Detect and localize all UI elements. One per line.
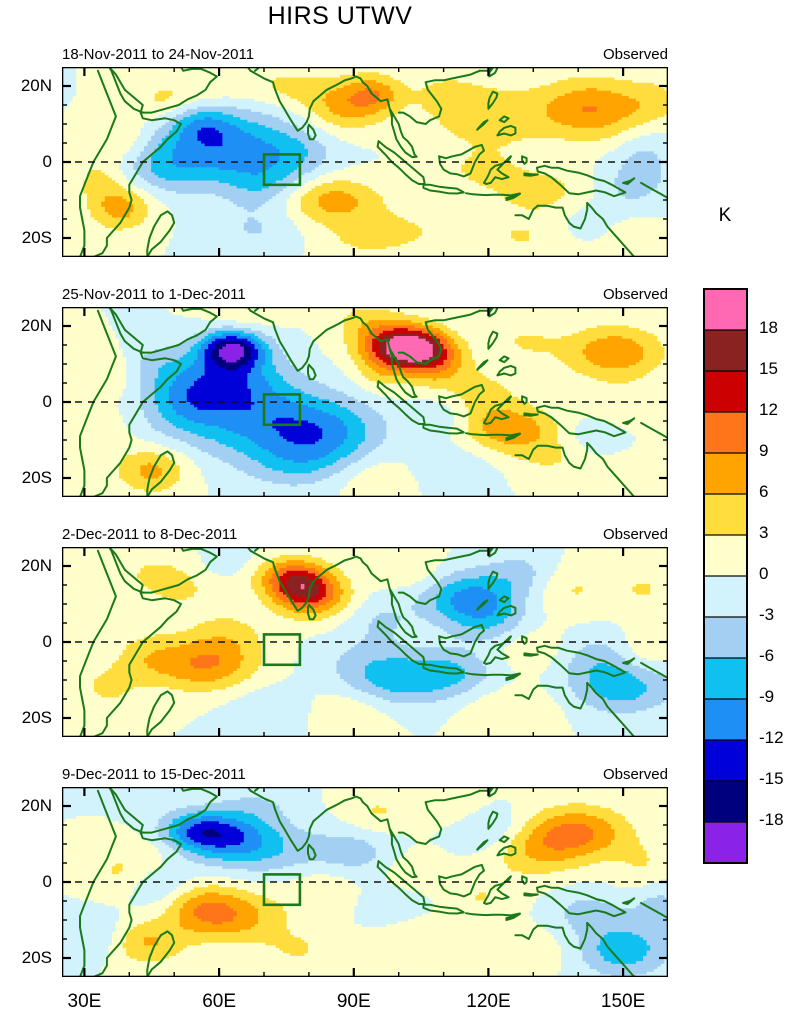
y-axis-label-0-panel3: 0 (42, 632, 52, 651)
colorbar-swatch-yellow (703, 493, 748, 537)
colorbar-tick--15: -15 (759, 769, 784, 788)
study-region-box (262, 873, 302, 907)
map-panel-2: 25-Nov-2011 to 1-Dec-2011 Observed (62, 286, 668, 497)
colorbar-swatch-pink (703, 288, 748, 332)
colorbar-swatch-orange-dark (703, 411, 748, 455)
map-panel-1: 18-Nov-2011 to 24-Nov-2011 Observed (62, 46, 668, 257)
coastlines (79, 547, 668, 737)
colorbar-swatch-dark-red (703, 329, 748, 373)
x-axis-label-150e: 150E (600, 991, 646, 1012)
colorbar-tick--18: -18 (759, 810, 784, 829)
anomaly-field (62, 67, 668, 257)
anomaly-field (62, 307, 668, 497)
colorbar-swatch-cyan (703, 657, 748, 701)
y-axis-label-20n-panel1: 20N (20, 76, 52, 95)
panel-source-label-4: Observed (602, 766, 668, 783)
y-axis-label-20s-panel2: 20S (21, 468, 52, 487)
x-axis-label-30e: 30E (67, 991, 102, 1012)
axis-ticks (62, 307, 668, 497)
panel-source-label-3: Observed (602, 526, 668, 543)
colorbar-tick--12: -12 (759, 728, 784, 747)
colorbar-swatch-purple (703, 821, 748, 864)
colorbar-tick-6: 6 (759, 482, 769, 501)
colorbar-tick--3: -3 (759, 605, 775, 624)
colorbar (703, 288, 748, 864)
y-axis-label-20s-panel3: 20S (21, 708, 52, 727)
colorbar-swatch-navy (703, 780, 748, 824)
colorbar-tick-9: 9 (759, 441, 769, 460)
colorbar-swatch-blue (703, 739, 748, 783)
panel-date-range-4: 9-Dec-2011 to 15-Dec-2011 (62, 766, 246, 783)
colorbar-tick-15: 15 (759, 359, 778, 378)
coastlines (79, 307, 668, 497)
colorbar-tick--9: -9 (759, 687, 775, 706)
study-region-box (262, 153, 302, 187)
colorbar-swatch-red (703, 370, 748, 414)
y-axis-label-20s-panel4: 20S (21, 948, 52, 967)
coastlines (79, 787, 668, 977)
colorbar-tick-0: 0 (759, 564, 769, 583)
y-axis-label-0-panel2: 0 (42, 392, 52, 411)
colorbar-swatch-orange (703, 452, 748, 496)
colorbar-swatch-azure (703, 698, 748, 742)
y-axis-label-0-panel4: 0 (42, 872, 52, 891)
anomaly-field (62, 787, 668, 977)
panel-date-range-3: 2-Dec-2011 to 8-Dec-2011 (62, 526, 238, 543)
panel-date-range-1: 18-Nov-2011 to 24-Nov-2011 (62, 46, 255, 63)
colorbar-tick-3: 3 (759, 523, 769, 542)
x-axis-label-120e: 120E (466, 991, 511, 1012)
colorbar-tick-18: 18 (759, 318, 778, 337)
y-axis-label-20n-panel2: 20N (20, 316, 52, 335)
study-region-box (262, 393, 302, 427)
y-axis-label-20n-panel3: 20N (20, 556, 52, 575)
panel-source-label-2: Observed (602, 286, 668, 303)
colorbar-tick--6: -6 (759, 646, 775, 665)
colorbar-tick-12: 12 (759, 400, 778, 419)
map-panel-4: 9-Dec-2011 to 15-Dec-2011 Observed (62, 766, 668, 977)
panel-source-label-1: Observed (602, 46, 668, 63)
x-axis-label-60e: 60E (202, 991, 237, 1012)
study-region-box (262, 633, 302, 667)
colorbar-swatch-pale-cyan (703, 575, 748, 619)
y-axis-label-20s-panel1: 20S (21, 228, 52, 247)
x-axis-label-90e: 90E (336, 991, 371, 1012)
coastlines (79, 67, 668, 257)
panel-date-range-2: 25-Nov-2011 to 1-Dec-2011 (62, 286, 246, 303)
map-panel-3: 2-Dec-2011 to 8-Dec-2011 Observed (62, 526, 668, 737)
figure-title: HIRS UTWV (267, 2, 413, 30)
colorbar-swatch-pale-yellow (703, 534, 748, 578)
y-axis-label-0-panel1: 0 (42, 152, 52, 171)
colorbar-swatch-light-blue (703, 616, 748, 660)
y-axis-label-20n-panel4: 20N (20, 796, 52, 815)
colorbar-unit-label: K (718, 205, 732, 226)
